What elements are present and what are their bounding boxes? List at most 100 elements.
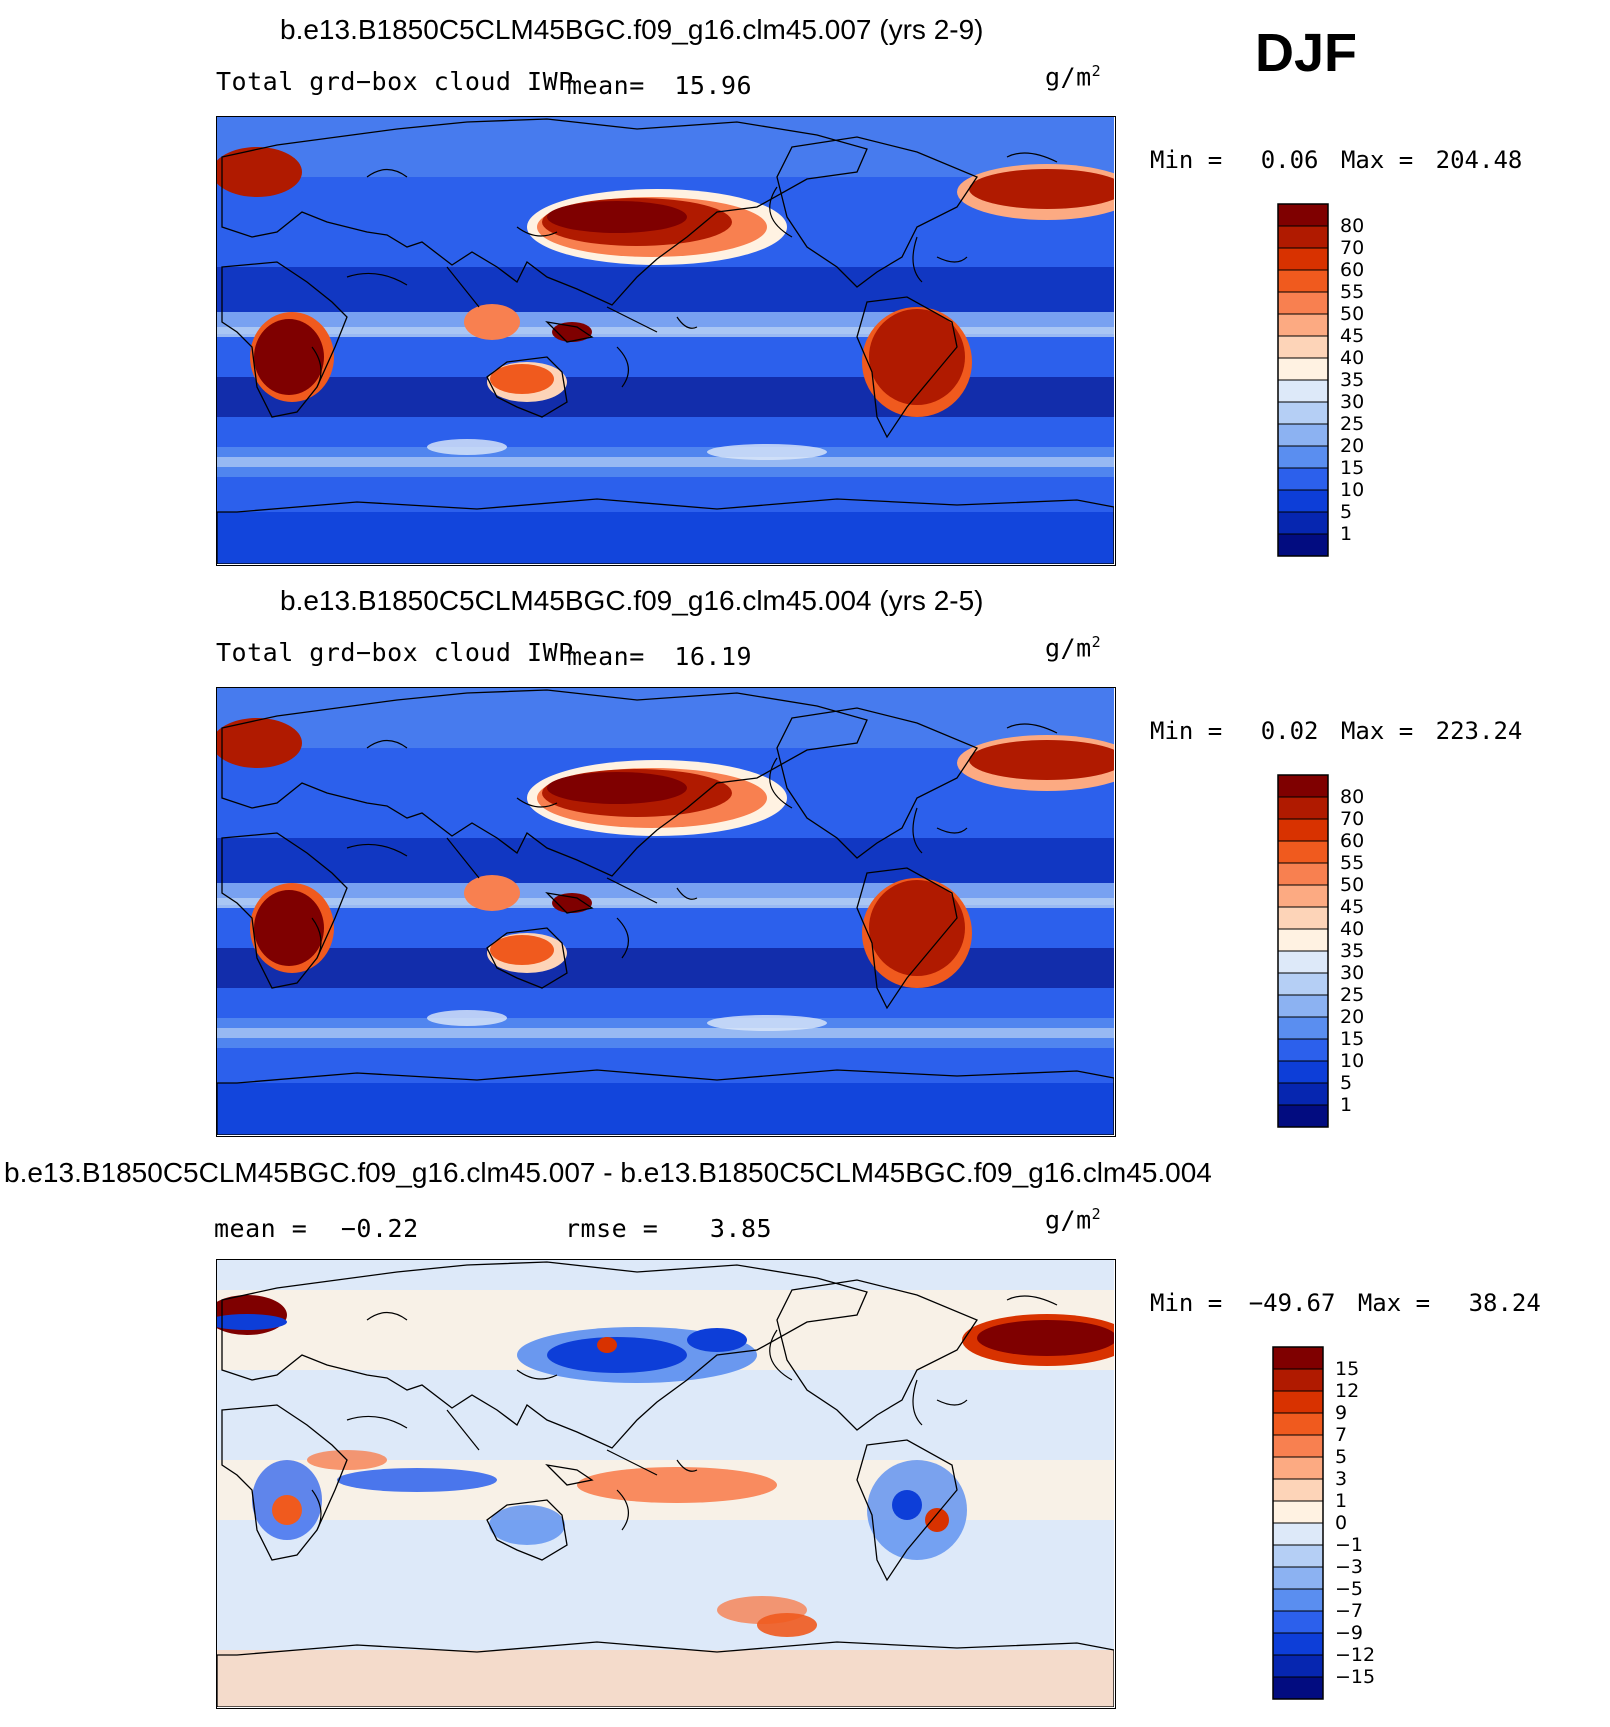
coastline (776, 136, 978, 288)
colorbar-box (1277, 1104, 1329, 1128)
field-contour (869, 309, 965, 405)
field-contour (977, 1320, 1114, 1356)
colorbar-tick-label: 35 (1340, 940, 1364, 962)
coastline (516, 1369, 558, 1380)
colorbar-tick-label: 1 (1340, 523, 1352, 545)
colorbar-box (1277, 445, 1329, 469)
panel-difference: b.e13.B1850C5CLM45BGC.f09_g16.clm45.007 … (0, 1157, 1610, 1727)
colorbar-tick-label: 60 (1340, 830, 1364, 852)
coastline (616, 917, 629, 959)
units-label: g/m2 (1045, 62, 1101, 91)
coastline (676, 1459, 698, 1472)
coastline (856, 296, 958, 439)
colorbar-tick-label: 30 (1340, 391, 1364, 413)
field-band (217, 377, 1114, 417)
coastline (217, 498, 1114, 564)
coastline (486, 927, 568, 989)
coastline (346, 272, 408, 286)
coastline (346, 843, 408, 857)
colorbar-box (1277, 247, 1329, 271)
max-label: Max = (1357, 1289, 1431, 1317)
coastline (1006, 1295, 1058, 1306)
field-contour (869, 880, 965, 976)
colorbar: 15 12 9 7 5 3 1 0 −1 −3 −5 −7 −9 −12 −15 (1272, 1346, 1473, 1707)
colorbar-box (1272, 1456, 1324, 1480)
colorbar-tick-label: 12 (1335, 1380, 1359, 1402)
season-label: DJF (1255, 23, 1358, 83)
min-max-readout: Min = 0.06 Max = 204.48 (1150, 146, 1522, 174)
colorbar-box (1277, 950, 1329, 974)
field-contour (547, 772, 687, 804)
colorbar-box (1277, 291, 1329, 315)
min-label: Min = (1150, 1289, 1223, 1317)
colorbar-box (1277, 1038, 1329, 1062)
mean-label: mean= 16.19 (567, 642, 752, 671)
mean-value: 15.96 (674, 71, 753, 100)
units-base: g/m (1045, 62, 1092, 92)
colorbar-box (1277, 840, 1329, 864)
coastline (446, 1409, 480, 1451)
colorbar-tick-label: 25 (1340, 984, 1364, 1006)
colorbar-box (1272, 1676, 1324, 1700)
field-band (217, 267, 1114, 312)
colorbar-box (1277, 203, 1329, 227)
min-value: 0.06 (1260, 146, 1319, 174)
colorbar-box (1272, 1434, 1324, 1458)
colorbar-tick-label: 1 (1340, 1094, 1352, 1116)
colorbar-tick-label: 7 (1335, 1424, 1347, 1446)
min-label: Min = (1150, 717, 1223, 745)
coastline (516, 797, 558, 808)
units-label: g/m2 (1045, 1205, 1101, 1234)
field-contour (217, 147, 302, 197)
colorbar-tick-label: 45 (1340, 325, 1364, 347)
field-contour (577, 1467, 777, 1503)
colorbar-tick-label: 35 (1340, 369, 1364, 391)
coastline (217, 1069, 1114, 1135)
coastline (446, 837, 480, 879)
rmse-label-text: rmse = (565, 1214, 659, 1243)
colorbar-tick-label: −15 (1335, 1666, 1375, 1688)
colorbar-box (1277, 818, 1329, 842)
max-label: Max = (1340, 146, 1414, 174)
coastline (545, 1464, 594, 1486)
coastline (856, 867, 958, 1010)
colorbar-tick-label: 20 (1340, 435, 1364, 457)
field-contour (925, 1508, 949, 1532)
coastline (769, 1329, 793, 1381)
field-band (217, 948, 1114, 988)
mean-label-text: mean= (567, 642, 645, 671)
field-contour (337, 1468, 497, 1492)
colorbar-box (1277, 533, 1329, 557)
coastline (221, 118, 868, 306)
coastline (311, 917, 322, 959)
field-contour (552, 893, 592, 913)
min-value: −49.67 (1248, 1289, 1336, 1317)
colorbar-tick-label: 5 (1335, 1446, 1347, 1468)
coastline (912, 1379, 923, 1426)
field-band (217, 1028, 1114, 1038)
diff-mean-label: mean = −0.22 (214, 1214, 419, 1243)
coastline (856, 1439, 958, 1582)
field-contour (490, 935, 554, 965)
coastline (486, 1499, 568, 1561)
map-difference (216, 1259, 1116, 1709)
field-contour (757, 1613, 817, 1637)
colorbar-box (1277, 379, 1329, 403)
colorbar-tick-label: 3 (1335, 1468, 1347, 1490)
colorbar-tick-label: 5 (1340, 1072, 1352, 1094)
colorbar-box (1277, 511, 1329, 535)
field-contour (597, 1337, 617, 1353)
max-value: 204.48 (1435, 146, 1523, 174)
colorbar-box (1277, 1060, 1329, 1084)
colorbar-box (1272, 1522, 1324, 1546)
colorbar-box (1272, 1368, 1324, 1392)
field-contour (254, 890, 324, 966)
map-control (216, 687, 1116, 1137)
colorbar-tick-label: −7 (1335, 1600, 1363, 1622)
max-label: Max = (1340, 717, 1414, 745)
colorbar-tick-label: 70 (1340, 808, 1364, 830)
colorbar-tick-label: 25 (1340, 413, 1364, 435)
colorbar-box (1277, 489, 1329, 513)
colorbar-box (1277, 972, 1329, 996)
field-contour (969, 169, 1114, 209)
